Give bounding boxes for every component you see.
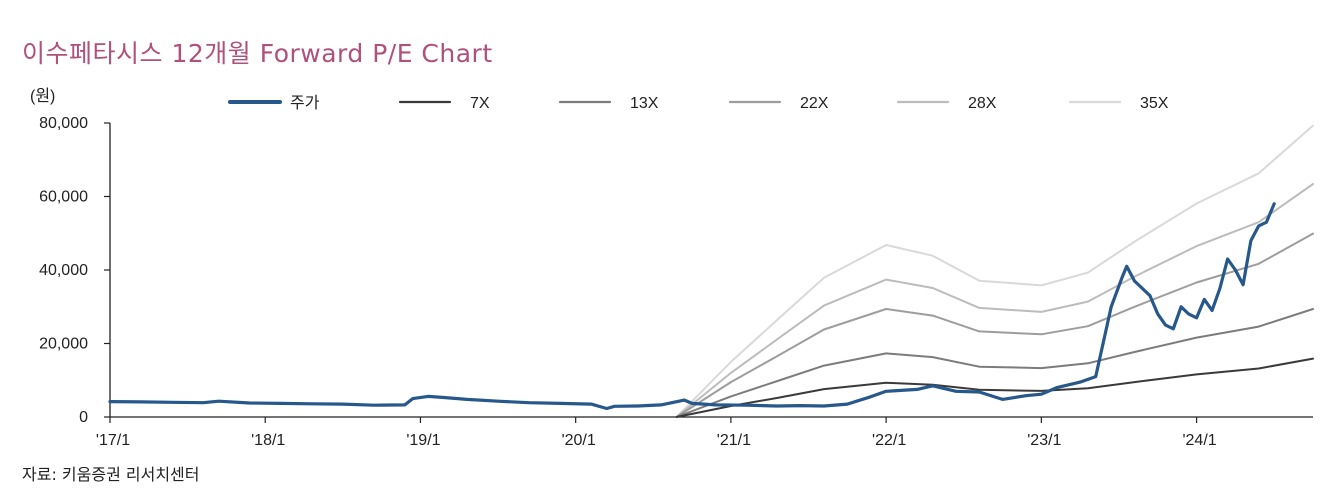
x-tick-label: '24/1 [1182,432,1216,449]
x-tick-label: '22/1 [872,432,906,449]
y-tick-label: 60,000 [39,189,88,206]
series-line-22X [675,232,1314,418]
series-line-35X [675,124,1314,418]
series-line-28X [675,183,1314,418]
series-line-7X [675,357,1314,418]
source-note: 자료: 키움증권 리서치센터 [22,465,200,484]
legend-label: 22X [800,95,829,112]
legend-label: 28X [968,95,997,112]
y-tick-label: 40,000 [39,262,88,279]
x-tick-label: '20/1 [562,432,596,449]
legend-label: 35X [1140,95,1169,112]
x-tick-label: '17/1 [96,432,130,449]
x-tick-label: '23/1 [1027,432,1061,449]
legend-label: 13X [630,95,659,112]
chart-title: 이수페타시스 12개월 Forward P/E Chart [22,39,493,68]
x-tick-label: '18/1 [251,432,285,449]
y-tick-label: 0 [79,409,88,426]
x-tick-label: '21/1 [717,432,751,449]
x-tick-label: '19/1 [406,432,440,449]
y-tick-label: 20,000 [39,336,88,353]
y-tick-label: 80,000 [39,115,88,132]
series-line-주가 [108,202,1276,411]
legend-label: 주가 [290,94,320,112]
y-unit-label: (원) [30,87,55,105]
legend-label: 7X [470,95,490,112]
series-line-13X [675,308,1314,418]
